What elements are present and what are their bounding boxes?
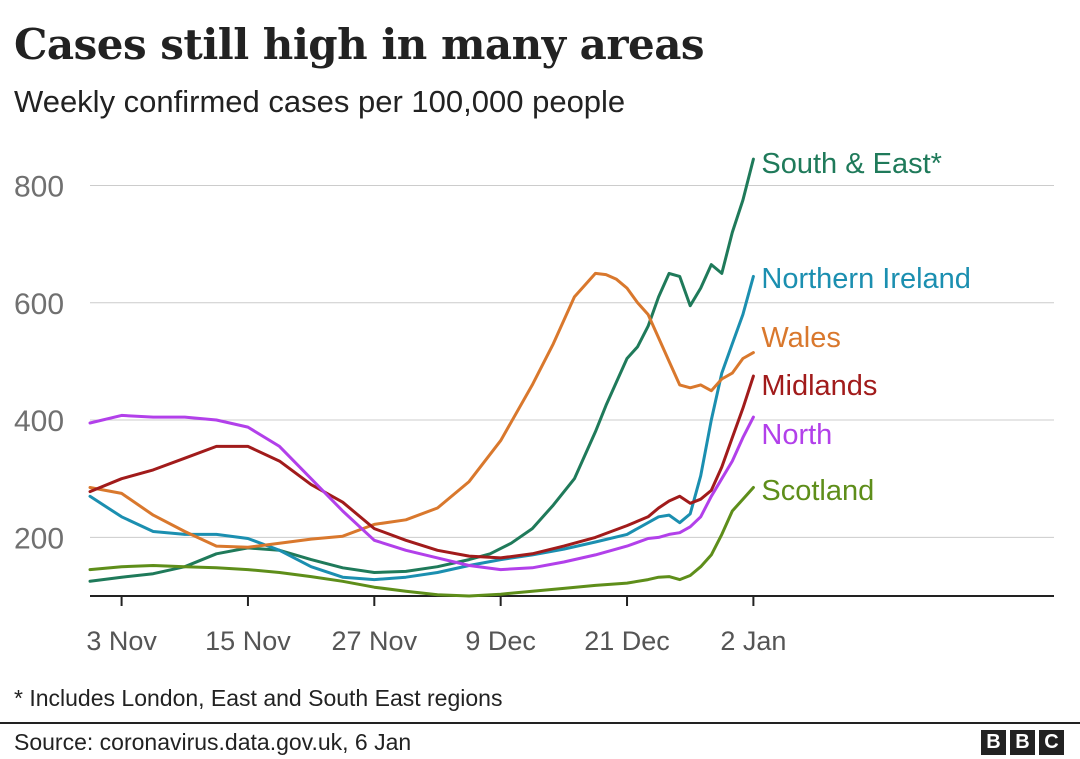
y-tick-label: 400 <box>14 405 64 438</box>
series-label: Northern Ireland <box>761 263 971 295</box>
gridlines <box>90 184 1054 538</box>
y-tick-label: 600 <box>14 288 64 321</box>
footer-divider <box>0 722 1080 724</box>
source-text: Source: coronavirus.data.gov.uk, 6 Jan <box>14 729 412 755</box>
y-tick-label: 200 <box>14 522 64 555</box>
series-label: South & East* <box>761 148 942 180</box>
series-line <box>88 157 755 583</box>
series-label: North <box>761 419 832 451</box>
series-line <box>88 486 755 598</box>
series-label: Midlands <box>761 370 877 402</box>
bbc-logo: B B C <box>981 730 1064 755</box>
chart-subtitle: Weekly confirmed cases per 100,000 peopl… <box>14 84 626 119</box>
series-label: Scotland <box>761 475 874 507</box>
series-line <box>88 374 755 560</box>
x-tick-label: 15 Nov <box>205 626 291 656</box>
y-axis-tick-labels: 200 400 600 800 <box>14 170 64 555</box>
footnote: * Includes London, East and South East r… <box>14 685 503 711</box>
bbc-logo-letter: B <box>1010 730 1035 755</box>
x-tick-label: 27 Nov <box>332 626 418 656</box>
series-line <box>88 413 755 572</box>
x-tick-label: 2 Jan <box>720 626 786 656</box>
bbc-logo-letter: C <box>1039 730 1064 755</box>
x-tick-label: 3 Nov <box>86 626 157 656</box>
x-tick-label: 21 Dec <box>584 626 670 656</box>
series-lines <box>88 157 755 598</box>
series-label: Wales <box>761 322 841 354</box>
x-axis: 3 Nov 15 Nov 27 Nov 9 Dec 21 Dec 2 Jan <box>86 595 1054 656</box>
y-tick-label: 800 <box>14 170 64 203</box>
series-labels: South & East* Northern Ireland Wales Midlan… <box>761 148 971 507</box>
bbc-logo-letter: B <box>981 730 1006 755</box>
x-tick-label: 9 Dec <box>465 626 536 656</box>
line-chart: 200 400 600 800 3 Nov 15 Nov 27 Nov 9 Dec 21 De… <box>14 148 1054 656</box>
chart-title: Cases still high in many areas <box>14 20 705 69</box>
series-line <box>88 271 755 549</box>
